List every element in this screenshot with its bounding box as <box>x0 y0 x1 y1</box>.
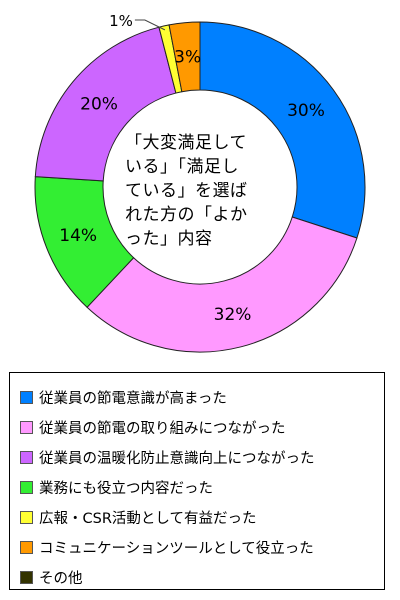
legend-label-3: 従業員の温暖化防止意識向上につながった <box>39 450 315 467</box>
legend-label-1: 従業員の節電の取り組みにつながった <box>39 420 286 437</box>
legend-swatch-0 <box>20 390 33 404</box>
legend-label-2: 業務にも役立つ内容だった <box>39 480 213 497</box>
donut-chart: 30% 32% 14% 20% 1% 3% 「大変満足して いる」「満足し ている」を選ば… <box>34 12 366 353</box>
slice-value-label-3: 20% <box>80 94 118 114</box>
legend-swatch-1 <box>20 420 33 434</box>
legend-item-2: 業務にも役立つ内容だった <box>20 472 384 502</box>
legend-label-0: 従業員の節電意識が高まった <box>39 390 227 407</box>
slice-value-label-2: 14% <box>59 226 97 246</box>
pie-slice-1 <box>86 216 358 353</box>
pie-slice-5 <box>168 21 201 93</box>
chart-center-title: 「大変満足して いる」「満足し ている」を選ば れた方の「よか った」内容 <box>125 133 248 249</box>
legend-swatch-2 <box>20 480 33 494</box>
legend-item-6: その他 <box>20 562 384 592</box>
pie-slice-0 <box>199 21 366 239</box>
legend-item-1: 従業員の節電の取り組みにつながった <box>20 412 384 442</box>
slice-leader-line-4 <box>134 19 166 31</box>
legend-item-0: 従業員の節電意識が高まった <box>20 382 384 412</box>
legend-swatch-4 <box>20 510 33 524</box>
legend-swatch-5 <box>20 540 33 554</box>
donut-chart-svg: 30% 32% 14% 20% 1% 3% <box>34 12 366 353</box>
slice-value-label-1: 32% <box>214 305 252 325</box>
chart-legend: 従業員の節電意識が高まった従業員の節電の取り組みにつながった従業員の温暖化防止意… <box>9 372 385 590</box>
legend-swatch-3 <box>20 450 33 464</box>
pie-slice-3 <box>34 26 177 182</box>
slice-value-label-4: 1% <box>109 12 133 30</box>
slice-value-label-0: 30% <box>287 101 325 121</box>
legend-label-6: その他 <box>39 570 83 587</box>
slice-value-label-5: 3% <box>174 48 201 68</box>
legend-label-4: 広報・CSR活動として有益だった <box>39 510 257 527</box>
legend-item-4: 広報・CSR活動として有益だった <box>20 502 384 532</box>
legend-label-5: コミュニケーションツールとして役立った <box>39 540 314 557</box>
legend-swatch-6 <box>20 570 33 584</box>
legend-item-3: 従業員の温暖化防止意識向上につながった <box>20 442 384 472</box>
legend-item-5: コミュニケーションツールとして役立った <box>20 532 384 562</box>
